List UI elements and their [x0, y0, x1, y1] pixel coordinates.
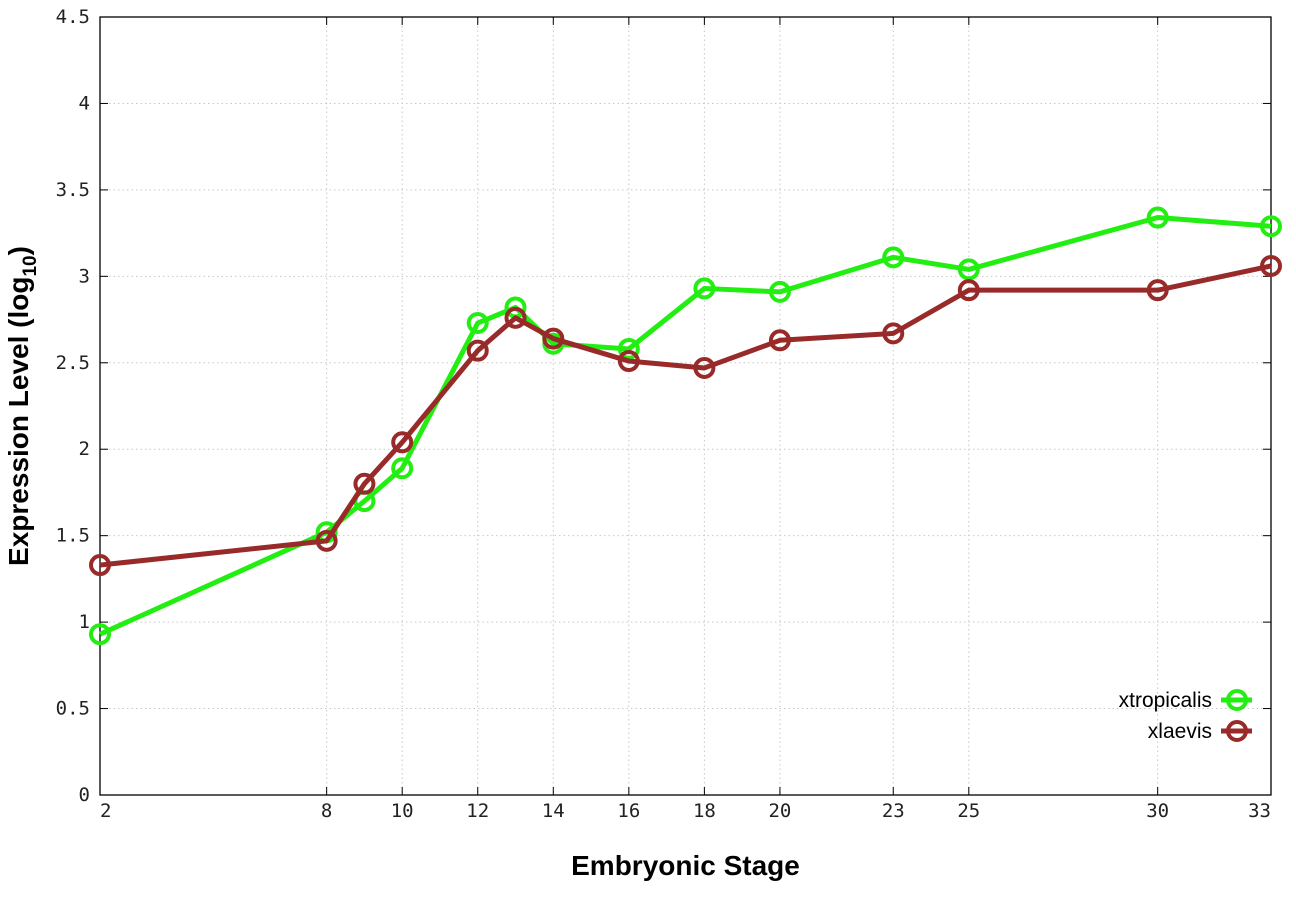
data-point — [466, 312, 489, 335]
legend-item-xtropicalis: xtropicalis — [1119, 689, 1252, 712]
y-tick-label: 4.5 — [56, 6, 90, 28]
legend: xtropicalis xlaevis — [1119, 689, 1252, 743]
data-point — [391, 431, 414, 454]
data-point — [882, 322, 905, 345]
x-tick-label: 2 — [100, 800, 111, 822]
data-point — [957, 279, 980, 302]
data-point — [89, 554, 111, 577]
y-tick-label: 2 — [79, 438, 90, 460]
data-point — [1146, 279, 1169, 302]
data-point — [1146, 206, 1169, 229]
x-tick-label: 12 — [466, 800, 489, 822]
y-axis-title-main: Expression Level (log — [3, 277, 34, 566]
x-tick-label: 20 — [768, 800, 791, 822]
data-point — [391, 457, 414, 480]
data-point — [504, 306, 527, 329]
x-tick-label: 16 — [617, 800, 640, 822]
data-point — [1260, 215, 1282, 238]
x-tick-label: 33 — [1248, 800, 1271, 822]
y-tick-label: 0.5 — [56, 698, 90, 720]
grid — [100, 17, 1271, 795]
x-tick-label: 10 — [391, 800, 414, 822]
plot-frame — [99, 16, 1272, 796]
data-point — [542, 327, 565, 350]
legend-label: xlaevis — [1148, 720, 1212, 743]
data-point — [882, 246, 905, 269]
series-line — [99, 263, 1272, 568]
x-tick-label: 25 — [957, 800, 980, 822]
series-xtropicalis — [89, 206, 1282, 646]
x-axis-title: Embryonic Stage — [571, 850, 800, 881]
x-tick-label: 14 — [542, 800, 565, 822]
y-tick-label: 2.5 — [56, 352, 90, 374]
legend-marker — [1226, 720, 1248, 742]
data-point — [693, 356, 716, 379]
x-tick-label: 18 — [693, 800, 716, 822]
y-tick-label: 0 — [79, 784, 90, 806]
data-point — [89, 623, 111, 646]
data-point — [693, 277, 716, 300]
data-point — [353, 472, 376, 495]
data-point — [957, 258, 980, 281]
data-point — [617, 337, 640, 360]
y-tick-label: 1.5 — [56, 525, 90, 547]
x-tick-label: 30 — [1146, 800, 1169, 822]
y-tick-label: 4 — [79, 92, 90, 114]
y-axis-title-subscript: 10 — [20, 255, 41, 276]
legend-item-xlaevis: xlaevis — [1148, 720, 1252, 743]
data-point — [466, 339, 489, 362]
y-tick-label: 1 — [79, 611, 90, 633]
y-tick-label: 3.5 — [56, 179, 90, 201]
x-tick-label: 8 — [321, 800, 332, 822]
series-layer — [89, 206, 1282, 646]
y-tick-label: 3 — [79, 265, 90, 287]
legend-marker — [1226, 689, 1248, 711]
data-point — [768, 329, 791, 352]
legend-label: xtropicalis — [1119, 689, 1212, 712]
y-axis-title-close: ) — [3, 246, 34, 255]
y-axis-title: Expression Level (log10) — [3, 246, 41, 566]
data-point — [1260, 254, 1282, 277]
axis-ticks: 0 0.5 1 1.5 2 2.5 3 3.5 4 4.5 2 8 10 12 14 16 18 20 23 25 30… — [56, 6, 1272, 822]
data-point — [617, 350, 640, 373]
x-tick-label: 23 — [882, 800, 905, 822]
data-point — [768, 280, 791, 303]
data-point — [315, 529, 338, 552]
series-xlaevis — [89, 254, 1282, 577]
series-line — [98, 215, 1272, 637]
